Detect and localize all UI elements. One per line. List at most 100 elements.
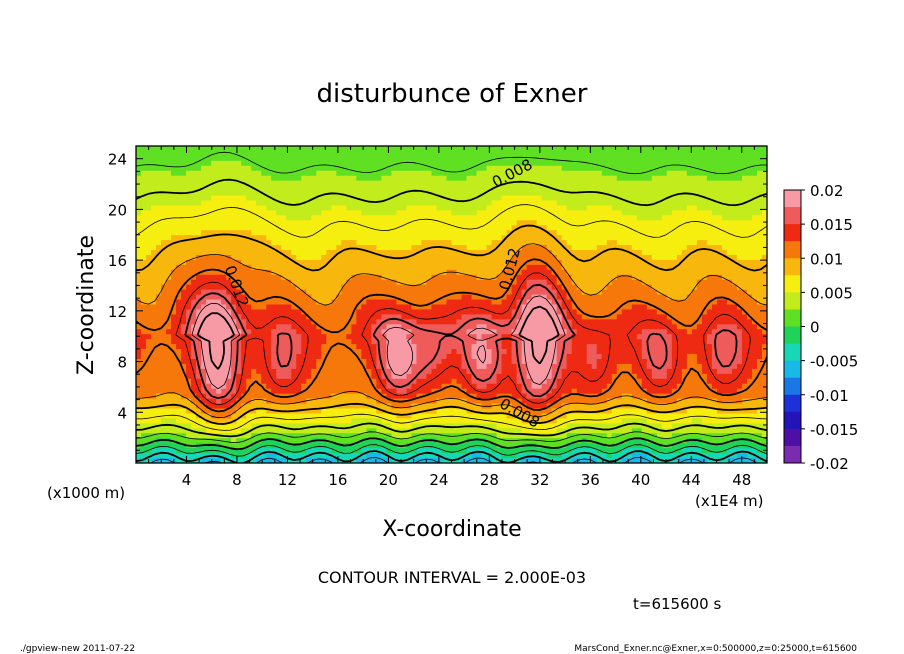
field-cell: [486, 319, 493, 325]
field-cell: [246, 230, 252, 236]
field-cell: [466, 210, 473, 216]
field-cell: [616, 324, 623, 330]
field-cell: [646, 240, 653, 246]
field-cell: [251, 299, 257, 306]
field-cell: [146, 294, 152, 301]
field-cell: [141, 180, 147, 187]
field-cell: [651, 269, 658, 276]
field-cell: [326, 150, 332, 157]
field-cell: [241, 146, 247, 152]
field-cell: [371, 279, 377, 286]
field-cell: [346, 195, 352, 202]
field-cell: [346, 294, 352, 301]
field-cell: [451, 254, 458, 261]
field-cell: [231, 190, 237, 197]
field-cell: [751, 150, 758, 157]
field-cell: [631, 334, 638, 340]
field-cell: [256, 170, 262, 177]
field-cell: [241, 150, 247, 157]
field-cell: [726, 274, 733, 281]
field-cell: [421, 185, 428, 192]
field-cell: [261, 180, 267, 187]
field-cell: [466, 170, 473, 177]
field-cell: [266, 339, 272, 345]
field-cell: [266, 235, 272, 241]
field-cell: [456, 240, 463, 246]
field-cell: [741, 150, 748, 157]
field-cell: [631, 309, 638, 315]
field-cell: [241, 230, 247, 236]
field-cell: [461, 170, 468, 177]
field-cell: [606, 230, 613, 236]
field-cell: [436, 279, 443, 286]
field-cell: [436, 309, 443, 315]
field-cell: [591, 165, 598, 172]
field-cell: [486, 185, 493, 192]
field-cell: [476, 319, 483, 325]
field-cell: [376, 195, 382, 202]
field-cell: [266, 190, 272, 197]
field-cell: [426, 339, 433, 345]
field-cell: [456, 190, 463, 197]
field-cell: [416, 146, 423, 152]
field-cell: [396, 220, 403, 226]
field-cell: [346, 200, 352, 207]
field-cell: [406, 240, 413, 246]
field-cell: [201, 146, 207, 152]
field-cell: [216, 146, 222, 152]
field-cell: [181, 269, 187, 276]
field-cell: [396, 334, 403, 340]
field-cell: [516, 185, 523, 192]
field-cell: [686, 146, 693, 152]
field-cell: [276, 299, 282, 306]
field-cell: [611, 294, 618, 301]
field-cell: [336, 274, 342, 281]
field-cell: [466, 259, 473, 266]
field-cell: [236, 220, 242, 226]
field-cell: [336, 245, 342, 251]
field-cell: [651, 165, 658, 172]
field-cell: [606, 319, 613, 325]
field-cell: [736, 220, 743, 226]
field-cell: [331, 289, 337, 296]
field-cell: [706, 190, 713, 197]
field-cell: [481, 284, 488, 291]
field-cell: [586, 225, 593, 231]
field-cell: [366, 180, 372, 187]
field-cell: [261, 314, 267, 320]
field-cell: [451, 274, 458, 281]
field-cell: [381, 245, 387, 251]
field-cell: [416, 215, 423, 221]
field-cell: [541, 210, 548, 216]
field-cell: [216, 155, 222, 162]
field-cell: [641, 155, 648, 162]
field-cell: [606, 309, 613, 315]
field-cell: [391, 150, 398, 157]
field-cell: [681, 150, 688, 157]
field-cell: [556, 264, 563, 271]
field-cell: [146, 245, 152, 251]
field-cell: [181, 274, 187, 281]
field-cell: [701, 146, 708, 152]
field-cell: [311, 240, 317, 246]
field-cell: [681, 210, 688, 216]
field-cell: [136, 165, 142, 172]
field-cell: [401, 294, 408, 301]
field-cell: [406, 170, 413, 177]
field-cell: [186, 294, 192, 301]
field-cell: [641, 170, 648, 177]
field-cell: [311, 289, 317, 296]
field-cell: [696, 250, 703, 256]
field-cell: [736, 245, 743, 251]
field-cell: [526, 294, 533, 301]
field-cell: [136, 294, 142, 301]
field-cell: [486, 230, 493, 236]
field-cell: [151, 200, 157, 207]
field-cell: [606, 180, 613, 187]
field-cell: [721, 284, 728, 291]
field-cell: [211, 200, 217, 207]
field-cell: [261, 250, 267, 256]
field-cell: [186, 245, 192, 251]
field-cell: [451, 319, 458, 325]
field-cell: [136, 190, 142, 197]
